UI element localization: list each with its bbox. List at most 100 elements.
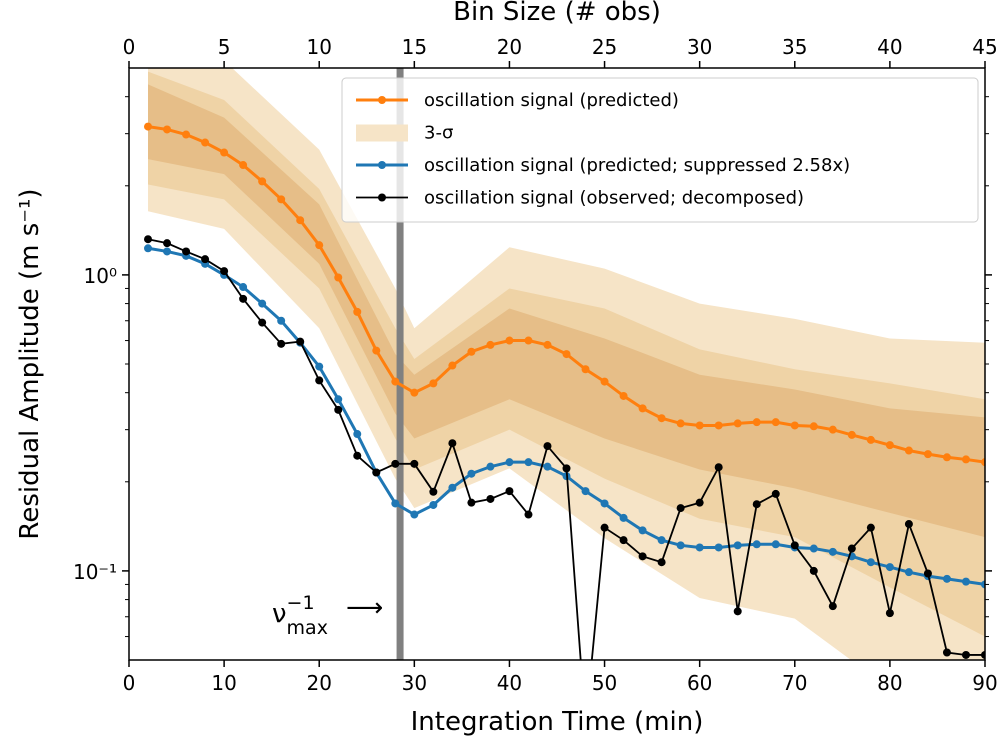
series-point xyxy=(505,336,514,345)
x2-tick-label: 15 xyxy=(402,35,427,59)
series-point xyxy=(942,648,951,657)
series-point xyxy=(619,513,628,522)
series-point xyxy=(562,464,571,473)
x-tick-label: 60 xyxy=(687,671,712,695)
series-point xyxy=(923,450,932,459)
series-point xyxy=(866,558,875,567)
series-point xyxy=(277,339,286,348)
series-point xyxy=(809,422,818,431)
series-point xyxy=(429,500,438,509)
x2-tick-label: 35 xyxy=(782,35,807,59)
y-tick-label: 10⁻¹ xyxy=(73,560,117,584)
series-point xyxy=(277,316,286,325)
series-point xyxy=(372,346,381,355)
series-point xyxy=(448,361,457,370)
series-point xyxy=(239,161,248,170)
annotation: ν−1 max ⟶ xyxy=(272,592,383,639)
series-point xyxy=(296,216,305,225)
series-point xyxy=(809,544,818,553)
series-point xyxy=(866,435,875,444)
axes: 0 10 20 30 40 50 60 70 80 90 0 5 10 15 20 25 30 35 40 45 10⁻… xyxy=(73,35,998,695)
legend-label: oscillation signal (predicted) xyxy=(424,90,679,111)
series-point xyxy=(790,421,799,430)
series-point xyxy=(372,468,381,477)
series-point xyxy=(144,122,153,131)
x-tick-label: 30 xyxy=(402,671,427,695)
series-point xyxy=(714,421,723,430)
series-point xyxy=(714,463,723,472)
series-point xyxy=(163,247,172,256)
series-point xyxy=(581,365,590,374)
series-point xyxy=(733,419,742,428)
x-tick-label: 10 xyxy=(211,671,236,695)
series-point xyxy=(828,602,837,611)
series-point xyxy=(505,458,514,467)
series-point xyxy=(163,125,172,134)
series-point xyxy=(581,487,590,496)
series-point xyxy=(429,487,438,496)
series-point xyxy=(486,340,495,349)
series-point xyxy=(486,494,495,503)
series-point xyxy=(752,500,761,509)
series-point xyxy=(981,650,985,659)
y-tick-label: 10⁰ xyxy=(84,264,117,288)
series-point xyxy=(353,451,362,460)
x-tick-label: 50 xyxy=(592,671,617,695)
series-point xyxy=(942,453,951,462)
series-point xyxy=(885,563,894,572)
x-tick-label: 80 xyxy=(877,671,902,695)
series-point xyxy=(790,541,799,550)
series-point xyxy=(334,395,343,404)
series-point xyxy=(467,469,476,478)
series-point xyxy=(486,462,495,471)
series-point xyxy=(391,377,400,386)
series-point xyxy=(771,540,780,549)
series-point xyxy=(239,294,248,303)
series-point xyxy=(904,520,913,529)
series-point xyxy=(448,439,457,448)
x-tick-label: 70 xyxy=(782,671,807,695)
x-tick-label: 90 xyxy=(972,671,997,695)
series-point xyxy=(961,455,970,464)
series-point xyxy=(600,523,609,532)
x2-axis-label: Bin Size (# obs) xyxy=(453,0,661,27)
series-point xyxy=(752,540,761,549)
series-point xyxy=(334,405,343,414)
series-point xyxy=(410,510,419,519)
x-axis-label: Integration Time (min) xyxy=(411,707,704,737)
series-point xyxy=(410,459,419,468)
series-point xyxy=(467,498,476,507)
series-point xyxy=(638,526,647,535)
series-point xyxy=(847,544,856,553)
series-point xyxy=(695,421,704,430)
series-point xyxy=(353,307,362,316)
series-point xyxy=(201,138,210,147)
series-point xyxy=(657,558,666,567)
series-point xyxy=(353,430,362,439)
series-point xyxy=(600,499,609,508)
x-tick-label: 20 xyxy=(306,671,331,695)
series-point xyxy=(277,195,286,204)
series-point xyxy=(638,404,647,413)
x2-tick-label: 30 xyxy=(687,35,712,59)
series-point xyxy=(733,607,742,616)
series-point xyxy=(562,350,571,359)
series-point xyxy=(163,239,172,248)
series-point xyxy=(771,489,780,498)
series-point xyxy=(543,462,552,471)
series-point xyxy=(733,541,742,550)
series-point xyxy=(657,414,666,423)
x2-tick-label: 5 xyxy=(218,35,231,59)
series-point xyxy=(619,536,628,545)
series-point xyxy=(201,255,210,264)
series-point xyxy=(828,547,837,556)
series-point xyxy=(714,543,723,552)
legend-marker xyxy=(378,193,386,202)
series-point xyxy=(524,336,533,345)
series-point xyxy=(182,247,191,256)
series-point xyxy=(981,458,985,467)
series-point xyxy=(981,580,985,589)
series-point xyxy=(182,130,191,139)
x2-tick-label: 45 xyxy=(972,35,997,59)
